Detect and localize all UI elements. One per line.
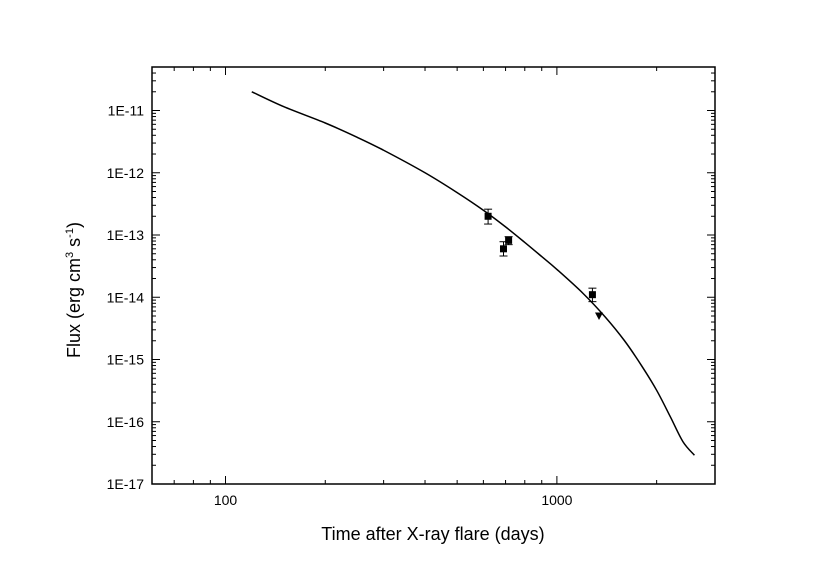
- data-point-square: [588, 291, 596, 299]
- y-tick-label: 1E-14: [107, 289, 145, 305]
- model-curve: [251, 91, 695, 456]
- y-tick-label: 1E-17: [107, 476, 145, 492]
- series-layer: [251, 91, 695, 456]
- x-tick-label: 100: [214, 492, 238, 508]
- plot-frame: [151, 66, 716, 485]
- ticks-layer: 100 1000 1E-17 1E-16 1E-15 1E-14 1E-13 1E-12 1E-…: [107, 66, 716, 508]
- x-tick-label: 1000: [541, 492, 572, 508]
- y-tick-label: 1E-13: [107, 227, 145, 243]
- y-tick-label: 1E-12: [107, 165, 145, 181]
- y-tick-label: 1E-11: [108, 103, 145, 119]
- y-tick-label: 1E-15: [107, 352, 145, 368]
- data-point-square: [499, 245, 507, 253]
- y-tick-label: 1E-16: [107, 414, 145, 430]
- data-point-square: [505, 236, 513, 244]
- upper-limit-triangle: [595, 312, 604, 320]
- x-axis-title: Time after X-ray flare (days): [321, 524, 544, 544]
- data-point-square: [484, 212, 492, 220]
- y-axis-title: Flux (erg cm3 s-1): [64, 222, 84, 358]
